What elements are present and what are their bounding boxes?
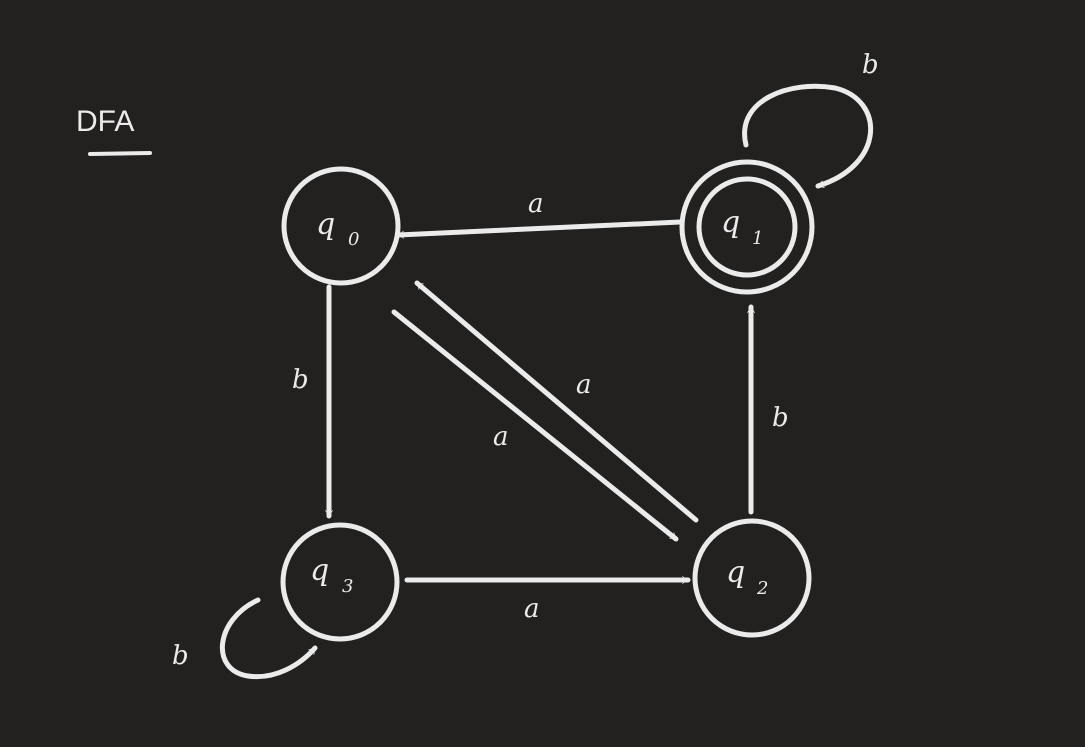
state-q3: q 3 — [280, 522, 400, 642]
transition-q2-q0-arrow — [414, 280, 699, 523]
state-q0: q 0 — [281, 166, 401, 286]
transition-q0-q2-label: a — [493, 422, 509, 452]
state-q0-subscript: 0 — [348, 229, 359, 250]
transition-q1-q1-label: b — [862, 50, 879, 80]
transition-q1-q0-label: a — [528, 189, 544, 219]
state-q2: q 2 — [692, 518, 812, 638]
state-q0-circle — [281, 166, 401, 286]
transition-q1-q1: b — [742, 50, 879, 189]
transition-q2-q0: a — [414, 280, 699, 523]
state-q2-label: q — [726, 555, 745, 590]
state-q0-label: q — [316, 207, 335, 242]
diagram-title: DFA — [76, 105, 134, 138]
transition-q0-q3: b — [292, 284, 333, 519]
transition-q2-q1: b — [747, 304, 789, 515]
transition-q1-q0: a — [395, 189, 683, 239]
state-q1-inner-circle — [696, 176, 798, 278]
state-q3-circle — [280, 522, 400, 642]
state-q2-subscript: 2 — [756, 578, 768, 599]
transition-q2-q1-label: b — [772, 403, 789, 433]
transition-q3-q3-arrow — [220, 597, 318, 680]
state-q3-subscript: 3 — [342, 576, 353, 597]
transition-q3-q3: b — [172, 597, 318, 680]
transition-q3-q2: a — [404, 576, 691, 624]
transition-q3-q3-label: b — [172, 641, 189, 671]
title-underline — [88, 151, 152, 156]
transition-q3-q2-label: a — [524, 594, 540, 624]
transition-q1-q1-arrow — [742, 83, 873, 189]
transition-q0-q2-arrow — [391, 309, 679, 542]
state-q1: q 1 — [679, 159, 815, 295]
state-q1-outer-circle — [679, 159, 815, 295]
transition-q0-q2: a — [391, 309, 679, 542]
state-q1-subscript: 1 — [752, 228, 763, 249]
transition-q0-q3-label: b — [292, 365, 309, 395]
transition-q1-q0-arrow — [395, 219, 683, 239]
state-q2-circle — [692, 518, 812, 638]
state-q1-label: q — [721, 205, 740, 240]
transition-q2-q0-label: a — [576, 370, 592, 400]
state-q3-label: q — [310, 553, 329, 588]
